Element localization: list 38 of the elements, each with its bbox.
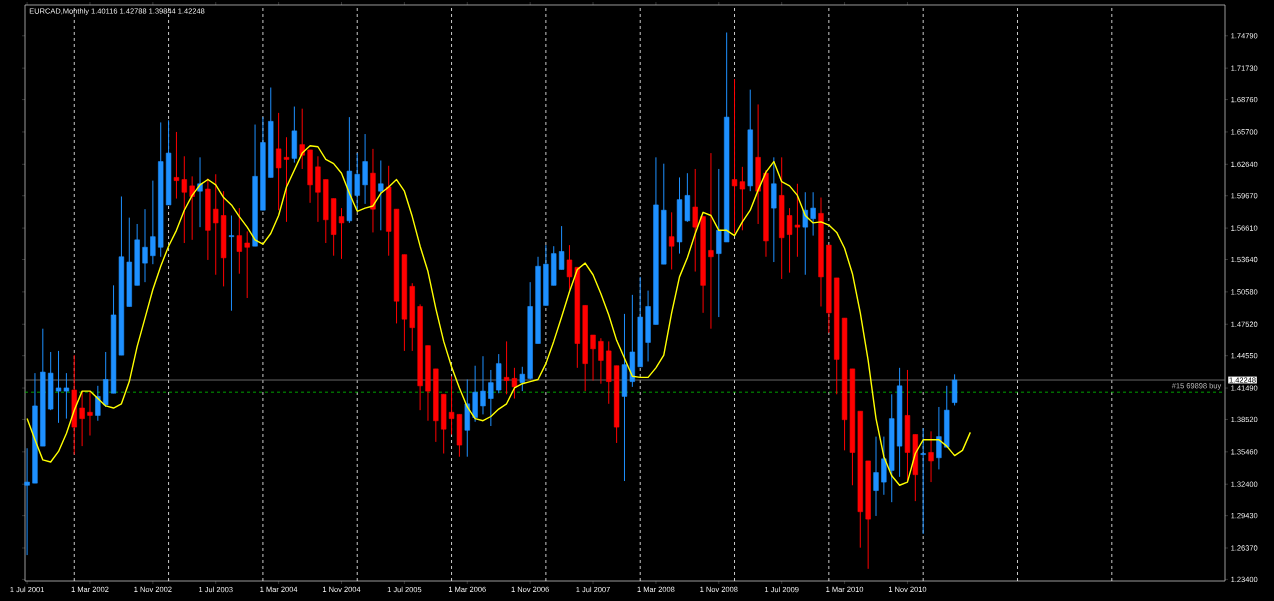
candlestick — [928, 430, 934, 483]
candlestick — [558, 225, 565, 270]
candlestick — [708, 152, 714, 330]
candlestick — [873, 436, 879, 517]
candlestick — [189, 175, 195, 241]
candlestick — [810, 191, 816, 237]
candlestick — [213, 173, 219, 276]
candlestick — [244, 230, 250, 299]
candlestick — [354, 152, 360, 211]
candlestick — [488, 369, 494, 427]
candlestick — [480, 355, 486, 415]
candlestick — [142, 208, 148, 283]
candlestick — [150, 180, 156, 265]
candlestick — [79, 390, 85, 447]
candlestick — [716, 168, 722, 318]
candlestick — [362, 133, 368, 205]
candlestick — [692, 168, 698, 273]
candlestick — [566, 244, 573, 291]
candlestick — [802, 191, 808, 276]
candlestick — [181, 155, 187, 244]
candlestick — [920, 427, 926, 535]
candlestick — [24, 447, 30, 556]
candlestick — [590, 334, 596, 382]
candlestick — [236, 207, 242, 275]
candlestick — [881, 436, 887, 496]
candlestick — [519, 366, 525, 392]
candlestick — [87, 390, 93, 437]
candlestick — [173, 131, 180, 200]
candlestick — [598, 337, 604, 385]
candlestick — [338, 207, 345, 260]
candlestick — [951, 373, 958, 406]
candlestick — [378, 160, 384, 231]
candlestick — [299, 108, 305, 170]
candlestick — [228, 215, 235, 312]
candlestick — [668, 211, 675, 270]
candlestick — [95, 385, 101, 422]
candlestick — [197, 156, 203, 228]
candlestick — [936, 406, 942, 470]
